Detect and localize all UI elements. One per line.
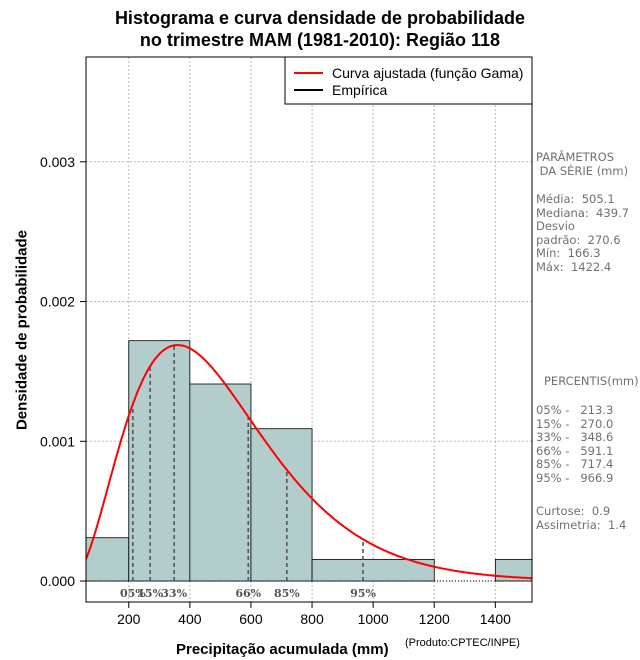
y-tick-label: 0.003 [40,154,75,170]
histogram-bar [86,537,130,582]
x-tick-label: 400 [178,611,202,627]
histogram-bar [311,558,435,582]
chart-title-line1: Histograma e curva densidade de probabil… [114,8,526,28]
percentile-marker-label: 33% [161,587,187,600]
y-tick-label: 0.000 [40,573,75,589]
legend-label: Empírica [332,82,387,98]
x-tick-label: 600 [239,611,263,627]
parameters-header: PARÂMETROS DA SÉRIE (mm) [536,150,629,178]
percentile-marker-label: 66% [235,587,261,600]
histogram-bar [189,383,252,582]
histogram-bar [250,428,313,582]
histogram-bar [128,340,191,582]
percentile-marker-label: 05% [120,587,146,600]
parameters-values: Média: 505.1 Mediana: 439.7 Desvio padrã… [536,192,629,274]
y-tick-label: 0.002 [40,294,75,310]
legend-box [284,56,533,105]
credit-text: (Produto:CPTEC/INPE) [405,637,520,649]
x-axis-label: Precipitação acumulada (mm) [176,641,389,658]
y-tick-label: 0.001 [40,433,75,449]
moments-values: Curtose: 0.9 Assimetria: 1.4 [536,504,627,532]
x-tick-label: 200 [117,611,141,627]
chart-title-line2: no trimestre MAM (1981-2010): Região 118 [139,30,501,50]
gamma-density-curve [86,344,532,580]
percentile-marker-label: 15% [137,587,163,600]
y-axis-label: Densidade de probabilidade [13,229,31,431]
percentiles-header: PERCENTIS(mm) [544,374,639,388]
percentile-marker-label: 85% [274,587,300,600]
legend-label: Curva ajustada (função Gama) [332,65,523,81]
percentiles-values: 05% - 213.3 15% - 270.0 33% - 348.6 66% … [536,403,614,485]
x-tick-label: 1200 [419,611,450,627]
x-tick-label: 1400 [480,611,511,627]
x-tick-label: 1000 [358,611,389,627]
x-tick-label: 800 [300,611,324,627]
percentile-marker-label: 95% [350,587,376,600]
plot-content [86,340,532,582]
